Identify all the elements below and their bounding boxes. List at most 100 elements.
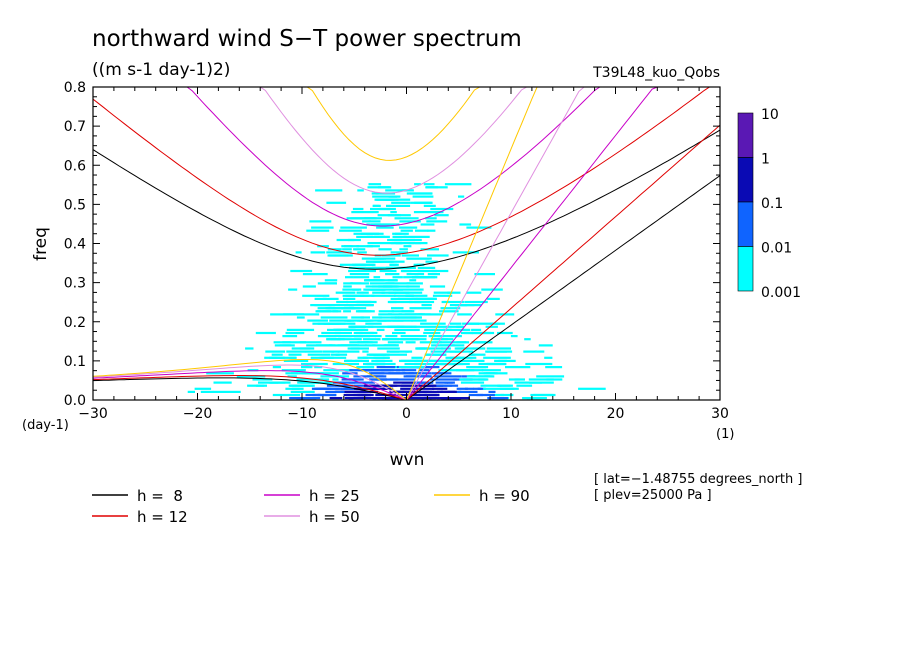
heatmap-cell bbox=[389, 350, 409, 353]
chart-units: ((m s-1 day-1)2) bbox=[92, 60, 230, 80]
heatmap-cell bbox=[430, 207, 454, 211]
heatmap-cell bbox=[452, 251, 479, 254]
heatmap-cell bbox=[405, 350, 413, 353]
heatmap-cell bbox=[368, 183, 382, 186]
heatmap-cell bbox=[370, 372, 392, 375]
heatmap-cell bbox=[387, 313, 403, 316]
heatmap-cell bbox=[333, 381, 356, 384]
heatmap-cell bbox=[444, 183, 472, 186]
heatmap-cell bbox=[407, 397, 425, 400]
heatmap-cell bbox=[411, 387, 435, 390]
heatmap-cell bbox=[544, 356, 553, 359]
heatmap-cell bbox=[375, 260, 393, 263]
heatmap-cell bbox=[400, 359, 418, 362]
heatmap-cell bbox=[305, 350, 323, 353]
x-tick-label: 30 bbox=[711, 406, 729, 422]
heatmap-cell bbox=[478, 372, 498, 375]
heatmap-cell bbox=[392, 331, 406, 335]
heatmap-cell bbox=[367, 186, 390, 189]
heatmap-cell bbox=[411, 356, 423, 359]
heatmap-cell bbox=[390, 251, 408, 254]
heatmap-cell bbox=[387, 300, 397, 304]
heatmap-cell bbox=[348, 325, 365, 328]
heatmap-cell bbox=[349, 273, 370, 276]
heatmap-cell bbox=[395, 390, 408, 393]
heatmap-cell bbox=[338, 335, 363, 338]
heatmap-cell bbox=[442, 369, 470, 372]
heatmap-cell bbox=[371, 359, 385, 362]
heatmap-cell bbox=[439, 310, 459, 313]
heatmap-cell bbox=[427, 229, 436, 232]
heatmap-cell bbox=[361, 257, 375, 260]
heatmap-cell bbox=[314, 366, 323, 369]
heatmap-cell bbox=[309, 220, 332, 223]
heatmap-cell bbox=[425, 186, 448, 189]
y-tick-label: 0.2 bbox=[64, 315, 86, 331]
heatmap-cell bbox=[376, 366, 396, 369]
heatmap-cell bbox=[378, 316, 397, 319]
heatmap-cell bbox=[470, 359, 485, 362]
heatmap-cell bbox=[399, 226, 418, 229]
heatmap-cell bbox=[411, 319, 427, 322]
heatmap-cell bbox=[425, 260, 438, 263]
heatmap-cell bbox=[297, 381, 319, 384]
heatmap-cell bbox=[307, 353, 331, 356]
heatmap-cell bbox=[288, 288, 298, 291]
heatmap-cell bbox=[403, 276, 415, 279]
heatmap-cell bbox=[353, 248, 366, 251]
heatmap-cell bbox=[317, 245, 329, 248]
heatmap-cell bbox=[365, 344, 376, 347]
heatmap-cell bbox=[326, 201, 347, 204]
heatmap-cell bbox=[406, 282, 423, 285]
heatmap-cell bbox=[481, 369, 501, 372]
heatmap-cell bbox=[452, 344, 465, 347]
heatmap-cell bbox=[336, 369, 353, 372]
y-tick-label: 0.3 bbox=[64, 276, 86, 292]
heatmap-cell bbox=[420, 248, 439, 251]
heatmap-cell bbox=[378, 319, 387, 322]
heatmap-cell bbox=[386, 393, 396, 397]
heatmap-cell bbox=[343, 310, 351, 313]
heatmap-cell bbox=[526, 397, 547, 400]
heatmap-cell bbox=[399, 248, 408, 251]
heatmap-cell bbox=[289, 384, 314, 387]
heatmap-cell bbox=[281, 369, 306, 372]
heatmap-cell bbox=[368, 335, 376, 338]
heatmap-cell bbox=[386, 204, 411, 207]
heatmap-cell bbox=[377, 214, 395, 217]
heatmap-cell bbox=[385, 198, 411, 201]
heatmap-cell bbox=[332, 310, 342, 313]
heatmap-cell bbox=[546, 378, 563, 381]
heatmap-cell bbox=[533, 393, 554, 397]
heatmap-cell bbox=[500, 393, 514, 397]
heatmap-cell bbox=[389, 378, 416, 381]
legend-label: h = 12 bbox=[137, 508, 188, 526]
heatmap-cell bbox=[385, 353, 407, 356]
heatmap-cell bbox=[578, 387, 606, 390]
heatmap-cell bbox=[492, 393, 504, 397]
heatmap-cell bbox=[499, 387, 515, 390]
heatmap-cell bbox=[524, 338, 531, 341]
heatmap-cell bbox=[290, 269, 313, 273]
heatmap-cell bbox=[395, 242, 415, 245]
kelvin-curve bbox=[406, 175, 721, 401]
heatmap-cell bbox=[362, 350, 369, 353]
heatmap-cell bbox=[362, 220, 371, 223]
heatmap-cell bbox=[318, 378, 330, 381]
heatmap-cell bbox=[392, 276, 403, 279]
heatmap-cell bbox=[350, 347, 360, 350]
heatmap-cell bbox=[373, 257, 396, 260]
heatmap-cell bbox=[360, 294, 375, 297]
heatmap-cell bbox=[206, 372, 234, 375]
heatmap-cell bbox=[343, 297, 356, 300]
y-tick-label: 0.4 bbox=[64, 237, 86, 253]
heatmap-cell bbox=[288, 353, 302, 356]
heatmap-cell bbox=[314, 372, 339, 375]
x-axis-label: wvn bbox=[390, 450, 425, 470]
inertia-gravity-curve bbox=[92, 129, 721, 270]
heatmap-cell bbox=[389, 300, 413, 304]
heatmap-cell bbox=[385, 282, 411, 285]
inertia-gravity-curve bbox=[92, 86, 720, 256]
heatmap-cell bbox=[187, 390, 195, 393]
heatmap-cell bbox=[301, 366, 313, 369]
